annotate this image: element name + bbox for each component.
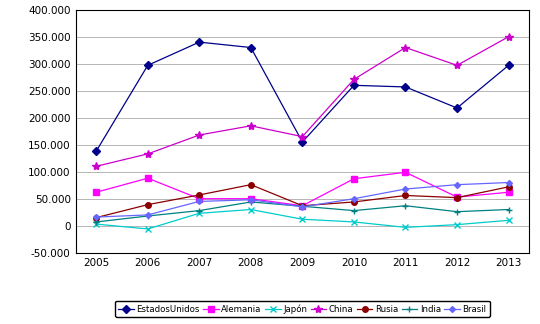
Line: Brasil: Brasil xyxy=(94,180,511,219)
India xyxy=(402,204,409,208)
Japón xyxy=(93,222,99,226)
China xyxy=(350,77,357,81)
Japón xyxy=(145,227,151,231)
Rusia xyxy=(402,193,409,197)
India xyxy=(196,209,202,213)
Brasil xyxy=(454,183,460,187)
Japón xyxy=(402,226,409,229)
Brasil xyxy=(299,205,306,209)
Line: Alemania: Alemania xyxy=(93,169,511,209)
EstadosUnidos xyxy=(402,85,409,89)
Line: Japón: Japón xyxy=(93,206,512,232)
India xyxy=(93,220,99,224)
Alemania xyxy=(402,170,409,174)
Rusia xyxy=(299,204,306,208)
Rusia xyxy=(196,193,202,197)
Japón xyxy=(350,220,357,224)
Japón xyxy=(196,211,202,215)
India xyxy=(454,210,460,214)
Brasil xyxy=(145,213,151,217)
India xyxy=(145,214,151,218)
India xyxy=(248,200,254,204)
China xyxy=(145,152,151,156)
Rusia xyxy=(248,183,254,187)
Brasil xyxy=(93,215,99,219)
Japón xyxy=(299,217,306,221)
Japón xyxy=(454,223,460,226)
EstadosUnidos xyxy=(350,83,357,87)
Alemania xyxy=(248,197,254,201)
Rusia xyxy=(145,203,151,207)
China xyxy=(505,35,512,39)
Alemania xyxy=(145,176,151,180)
EstadosUnidos xyxy=(299,140,306,144)
Rusia xyxy=(350,200,357,204)
Rusia xyxy=(505,185,512,189)
Line: China: China xyxy=(92,32,513,170)
China xyxy=(196,133,202,137)
China xyxy=(454,64,460,67)
China xyxy=(299,135,306,139)
EstadosUnidos xyxy=(248,46,254,50)
Alemania xyxy=(505,190,512,194)
Brasil xyxy=(350,197,357,201)
Alemania xyxy=(299,204,306,208)
China xyxy=(248,124,254,128)
Rusia xyxy=(93,216,99,220)
India xyxy=(299,204,306,208)
Alemania xyxy=(196,197,202,201)
Japón xyxy=(248,208,254,212)
Alemania xyxy=(454,195,460,199)
Japón xyxy=(505,218,512,222)
Alemania xyxy=(350,177,357,181)
Line: EstadosUnidos: EstadosUnidos xyxy=(93,39,511,154)
Alemania xyxy=(93,190,99,194)
India xyxy=(350,209,357,213)
Line: India: India xyxy=(93,199,512,226)
EstadosUnidos xyxy=(93,149,99,153)
Line: Rusia: Rusia xyxy=(93,182,511,220)
EstadosUnidos xyxy=(196,40,202,44)
Brasil xyxy=(402,187,409,191)
China xyxy=(93,164,99,168)
EstadosUnidos xyxy=(145,64,151,67)
China xyxy=(402,46,409,50)
Rusia xyxy=(454,196,460,200)
India xyxy=(505,208,512,212)
Brasil xyxy=(196,200,202,203)
Legend: EstadosUnidos, Alemania, Japón, China, Rusia, India, Brasil: EstadosUnidos, Alemania, Japón, China, R… xyxy=(115,301,490,317)
EstadosUnidos xyxy=(505,64,512,67)
Brasil xyxy=(505,180,512,184)
Brasil xyxy=(248,198,254,202)
EstadosUnidos xyxy=(454,106,460,110)
